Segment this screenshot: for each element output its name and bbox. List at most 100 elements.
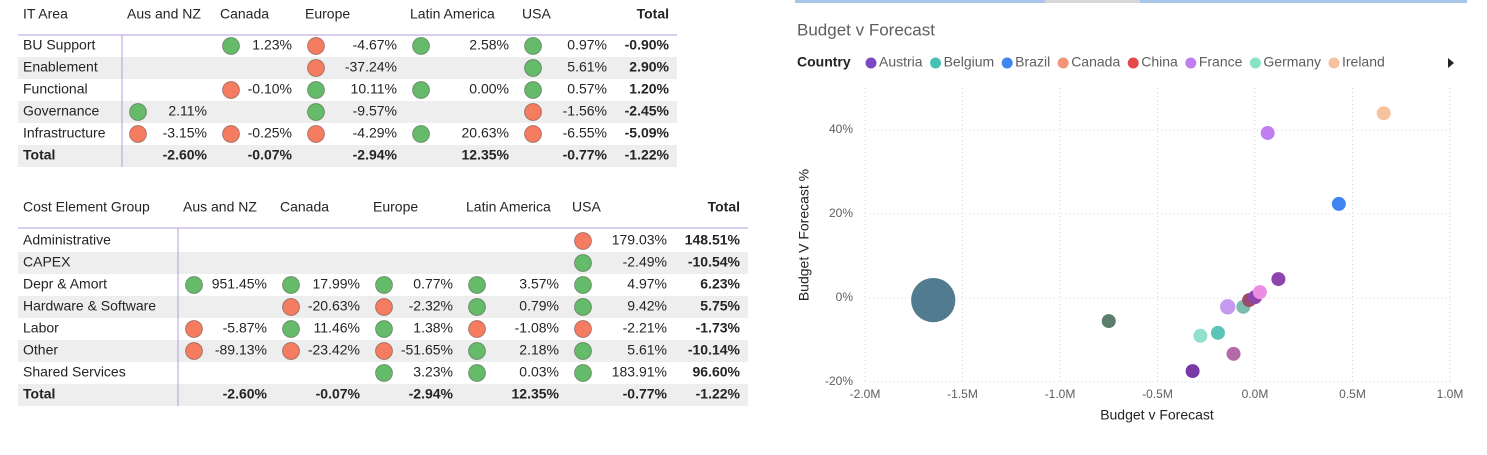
row-label: BU Support [23,37,95,53]
cell-value: 4.97% [627,276,667,292]
data-point [1260,125,1275,140]
cell-value: -4.29% [353,125,397,141]
legend-label: France [1199,54,1243,70]
legend-label: China [1141,54,1178,70]
x-tick-label: -0.5M [1142,387,1173,401]
cell-value: -20.63% [308,298,360,314]
cell-value: -2.21% [623,320,667,336]
cell-value: -0.07% [248,147,293,163]
cell-value: 10.11% [351,81,397,97]
cell-value: -5.87% [223,320,267,336]
cell-value: 2.11% [168,103,207,119]
data-point [1252,285,1267,300]
data-point [1331,196,1346,211]
chart-title: Budget v Forecast [797,20,935,39]
cell-value: 0.77% [413,276,453,292]
status-icon [307,81,325,99]
row-label: Depr & Amort [23,276,107,292]
status-icon [307,125,325,143]
data-point [1101,314,1116,329]
cell-value: 5.75% [700,298,740,314]
cell-value: 951.45% [212,276,267,292]
status-icon [524,59,542,77]
column-header: Total [708,199,740,215]
legend-marker [930,57,942,69]
data-point [1271,272,1286,287]
column-header: IT Area [23,6,68,22]
legend-label: Austria [879,54,923,70]
column-header: Aus and NZ [127,6,201,22]
legend-marker [1127,57,1139,69]
column-header: Canada [220,6,269,22]
cell-value: 0.79% [519,298,559,314]
row-label: Enablement [23,59,98,75]
cell-value: 6.23% [700,276,740,292]
status-icon [574,232,592,250]
status-icon [574,298,592,316]
status-icon [375,298,393,316]
x-tick-label: -1.5M [947,387,978,401]
row-label: Infrastructure [23,125,106,141]
column-header: Europe [305,6,350,22]
legend-next-arrow[interactable] [1448,58,1454,68]
cell-value: -2.60% [163,147,208,163]
cell-value: -10.54% [688,254,741,270]
cell-value: -1.08% [515,320,559,336]
status-icon [375,320,393,338]
cell-value: 1.23% [252,37,292,53]
cell-value: -1.56% [563,103,607,119]
status-icon [524,37,542,55]
status-icon [524,103,542,121]
cell-value: -2.32% [409,298,453,314]
row-label: Governance [23,103,99,119]
legend-label: Belgium [944,54,995,70]
cell-value: -89.13% [215,342,267,358]
column-header: USA [572,199,601,215]
cell-value: -3.15% [163,125,207,141]
column-header: Total [637,6,669,22]
x-tick-label: 0.0M [1242,387,1269,401]
y-tick-label: -20% [825,374,853,388]
cell-value: -6.55% [563,125,607,141]
cell-value: 1.20% [629,81,669,97]
data-point [911,277,956,323]
status-icon [222,81,240,99]
legend-marker [1057,57,1069,69]
status-icon [282,298,300,316]
row-label: Labor [23,320,59,336]
cell-value: -1.22% [625,147,670,163]
legend-marker [1001,57,1013,69]
column-header: Aus and NZ [183,199,257,215]
legend-label: Ireland [1342,54,1385,70]
cell-value: 2.90% [629,59,669,75]
status-icon [468,364,486,382]
row-band [18,57,677,79]
status-icon [307,103,325,121]
row-band [18,145,677,167]
row-label: Other [23,342,58,358]
cell-value: 9.42% [627,298,667,314]
cell-value: -0.07% [316,386,361,402]
cell-value: -9.57% [353,103,397,119]
status-icon [375,364,393,382]
cell-value: 5.61% [567,59,607,75]
cell-value: 1.38% [413,320,453,336]
data-point [1376,106,1391,121]
legend-marker [1185,57,1197,69]
legend-marker [1328,57,1340,69]
row-band [18,384,748,406]
cell-value: 12.35% [462,147,510,163]
cell-value: -1.73% [696,320,741,336]
status-icon [185,276,203,294]
column-header: Latin America [410,6,495,22]
y-tick-label: 40% [829,122,853,136]
cell-value: 183.91% [612,364,667,380]
cell-value: 0.97% [567,37,607,53]
status-icon [574,276,592,294]
data-point [1210,325,1225,340]
row-label: Functional [23,81,88,97]
status-icon [222,37,240,55]
status-icon [185,342,203,360]
status-icon [468,298,486,316]
